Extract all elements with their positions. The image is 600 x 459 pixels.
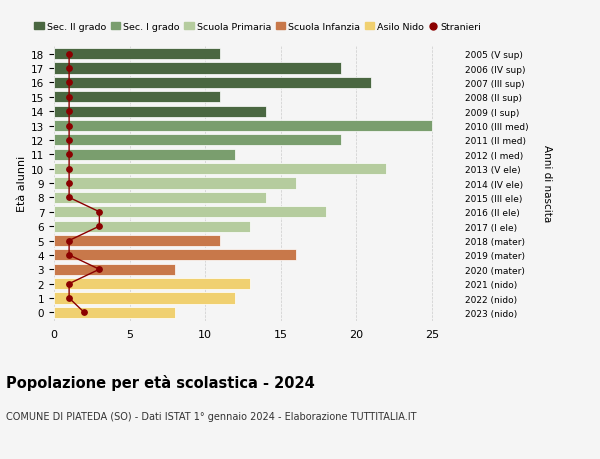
Point	[64, 252, 74, 259]
Y-axis label: Anni di nascita: Anni di nascita	[542, 145, 552, 222]
Point	[64, 94, 74, 101]
Bar	[54, 279, 250, 290]
Bar	[54, 207, 326, 218]
Bar	[54, 121, 432, 132]
Point	[64, 194, 74, 202]
Point	[95, 266, 104, 274]
Point	[64, 151, 74, 159]
Point	[64, 295, 74, 302]
Bar	[54, 63, 341, 74]
Point	[64, 51, 74, 58]
Bar	[54, 135, 341, 146]
Bar	[54, 178, 296, 189]
Bar	[54, 92, 220, 103]
Point	[64, 79, 74, 87]
Point	[64, 65, 74, 73]
Bar	[54, 264, 175, 275]
Point	[64, 180, 74, 187]
Text: Popolazione per età scolastica - 2024: Popolazione per età scolastica - 2024	[6, 374, 315, 390]
Y-axis label: Età alunni: Età alunni	[17, 156, 27, 212]
Bar	[54, 164, 386, 175]
Point	[64, 137, 74, 144]
Bar	[54, 49, 220, 60]
Point	[64, 108, 74, 116]
Point	[64, 237, 74, 245]
Bar	[54, 235, 220, 246]
Bar	[54, 221, 250, 232]
Bar	[54, 106, 266, 118]
Legend: Sec. II grado, Sec. I grado, Scuola Primaria, Scuola Infanzia, Asilo Nido, Stran: Sec. II grado, Sec. I grado, Scuola Prim…	[31, 19, 485, 36]
Bar	[54, 250, 296, 261]
Bar	[54, 149, 235, 161]
Point	[64, 280, 74, 288]
Bar	[54, 192, 266, 203]
Text: COMUNE DI PIATEDA (SO) - Dati ISTAT 1° gennaio 2024 - Elaborazione TUTTITALIA.IT: COMUNE DI PIATEDA (SO) - Dati ISTAT 1° g…	[6, 411, 416, 421]
Point	[95, 223, 104, 230]
Point	[79, 309, 89, 316]
Bar	[54, 293, 235, 304]
Bar	[54, 78, 371, 89]
Bar	[54, 307, 175, 318]
Point	[64, 123, 74, 130]
Point	[64, 166, 74, 173]
Point	[95, 208, 104, 216]
